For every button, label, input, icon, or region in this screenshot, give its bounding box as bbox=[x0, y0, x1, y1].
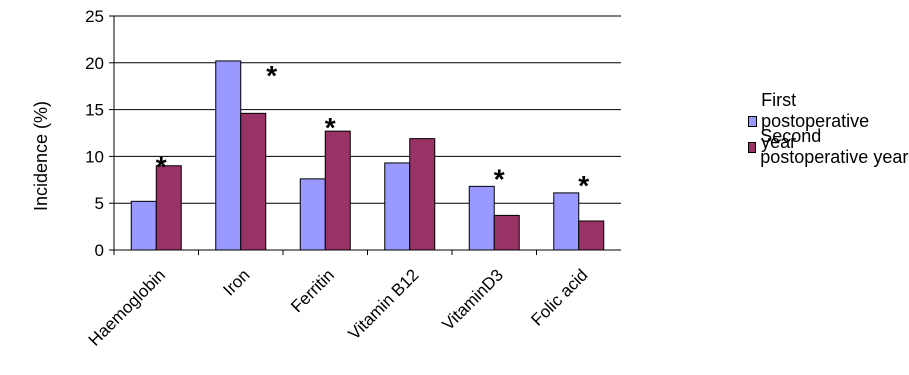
legend-swatch-first-year bbox=[748, 115, 758, 127]
significance-star: * bbox=[156, 151, 167, 182]
x-tick-label: Folic acid bbox=[527, 265, 591, 329]
x-tick-label: Iron bbox=[219, 265, 253, 299]
significance-markers: * * * * * bbox=[156, 60, 590, 201]
bar-first-year-iron bbox=[215, 60, 242, 251]
legend-item-first-year: First postoperative year bbox=[748, 90, 909, 152]
x-tick-label: VitaminD3 bbox=[438, 265, 507, 334]
y-tick-label: 15 bbox=[85, 101, 104, 120]
y-tick-labels: 0 5 10 15 20 25 bbox=[85, 7, 104, 260]
x-tick-label: Vitamin B12 bbox=[345, 265, 423, 343]
significance-star: * bbox=[578, 170, 589, 201]
bar-second-year-ferritin bbox=[324, 130, 351, 251]
significance-star: * bbox=[266, 60, 277, 91]
x-tick-label: Ferritin bbox=[287, 265, 338, 316]
y-tick-label: 0 bbox=[95, 241, 104, 260]
bars bbox=[130, 60, 605, 251]
x-tick-labels: Haemoglobin Iron Ferritin Vitamin B12 Vitami… bbox=[85, 265, 592, 349]
bar-first-year-vitamin-b12 bbox=[384, 162, 411, 251]
legend-item-second-year: Second postoperative year bbox=[748, 126, 909, 167]
bar-first-year-vitamind3 bbox=[468, 185, 495, 251]
bar-first-year-haemoglobin bbox=[130, 200, 157, 251]
significance-star: * bbox=[494, 163, 505, 194]
significance-star: * bbox=[325, 112, 336, 143]
y-tick-label: 20 bbox=[85, 54, 104, 73]
y-axis-label: Incidence (%) bbox=[31, 101, 51, 211]
y-tick-label: 10 bbox=[85, 147, 104, 166]
legend-label-second-year: Second postoperative year bbox=[760, 126, 909, 167]
bar-first-year-folic-acid bbox=[553, 192, 580, 251]
y-tick-label: 5 bbox=[95, 194, 104, 213]
bar-first-year-ferritin bbox=[299, 178, 326, 251]
bar-second-year-vitamind3 bbox=[493, 214, 520, 251]
gridlines bbox=[114, 15, 621, 204]
x-tick-label: Haemoglobin bbox=[85, 265, 169, 349]
legend-label-first-year: First postoperative year bbox=[761, 89, 870, 152]
bar-second-year-folic-acid bbox=[578, 220, 605, 251]
legend-swatch-second-year bbox=[748, 141, 757, 153]
legend: First postoperative year Second postoper… bbox=[748, 90, 909, 167]
axes bbox=[109, 15, 621, 255]
bar-second-year-haemoglobin bbox=[155, 165, 182, 251]
y-tick-label: 25 bbox=[85, 7, 104, 26]
bar-second-year-vitamin-b12 bbox=[409, 138, 436, 251]
bar-second-year-iron bbox=[240, 112, 267, 251]
